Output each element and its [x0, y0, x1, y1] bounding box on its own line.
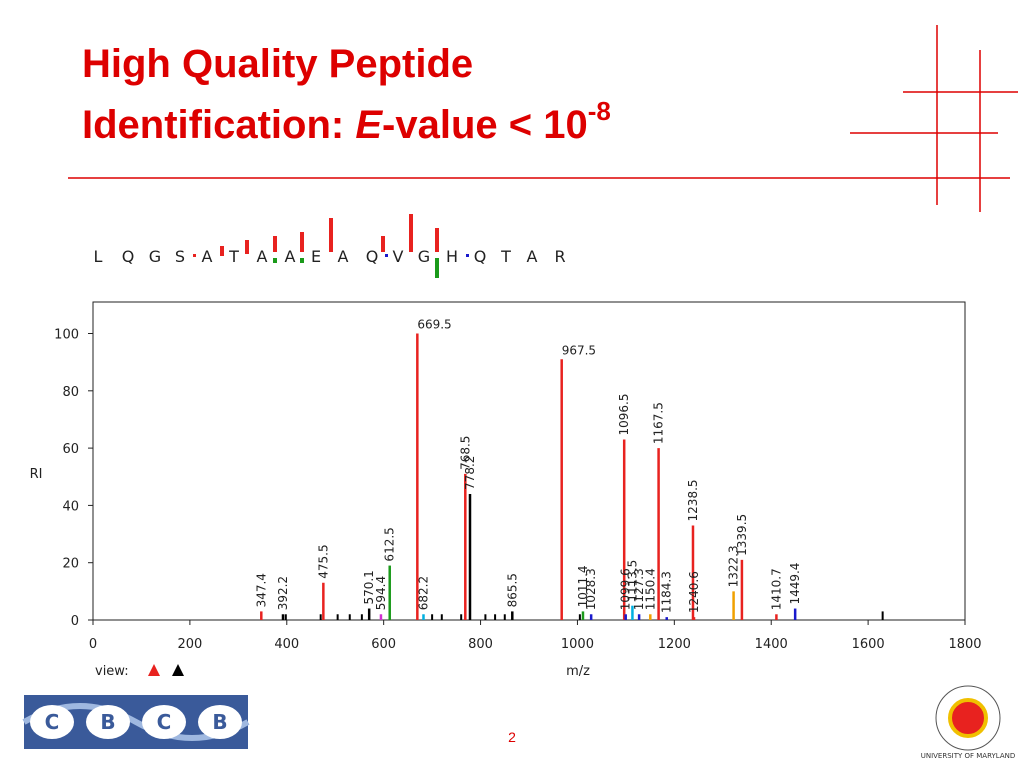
- slide-title-line1: High Quality Peptide: [82, 42, 474, 86]
- peak-label: 1127.3: [632, 568, 646, 610]
- y-tick-label: 60: [62, 442, 79, 457]
- residue: L: [94, 247, 103, 266]
- title-prefix: Identification:: [82, 103, 356, 147]
- residue: T: [500, 247, 511, 266]
- x-tick-label: 1400: [755, 637, 788, 652]
- residue: H: [446, 247, 458, 266]
- x-tick-label: 400: [274, 637, 299, 652]
- residue: A: [527, 247, 538, 266]
- peak-label: 1184.3: [660, 571, 674, 613]
- peak-label: 669.5: [417, 318, 451, 332]
- y-axis-label: RI: [30, 467, 43, 482]
- x-tick-label: 1600: [852, 637, 885, 652]
- view-black-toggle[interactable]: [172, 664, 184, 676]
- y-tick-label: 80: [62, 385, 79, 400]
- peak-label: 1449.4: [788, 563, 802, 605]
- view-red-toggle[interactable]: [148, 664, 160, 676]
- view-label: view:: [95, 664, 129, 679]
- peak-label: 1167.5: [652, 402, 666, 444]
- logo-oval: [198, 705, 242, 739]
- decoration: [68, 25, 1018, 212]
- x-tick-label: 600: [371, 637, 396, 652]
- peak-label: 1339.5: [735, 514, 749, 556]
- residue: S: [175, 247, 185, 266]
- residue: A: [338, 247, 349, 266]
- peak-label: 967.5: [562, 343, 596, 357]
- peak-label: 865.5: [505, 573, 519, 607]
- peak-label: 475.5: [316, 544, 330, 578]
- y-tick-label: 20: [62, 557, 79, 572]
- seal: [935, 685, 1001, 751]
- residue: A: [257, 247, 268, 266]
- residue: A: [285, 247, 296, 266]
- peak-label: 1028.3: [584, 568, 598, 610]
- logo-letter: B: [100, 710, 115, 734]
- page-number: 2: [508, 729, 516, 745]
- peak-label: 1113.5: [625, 560, 639, 602]
- peak-label: 1240.6: [687, 571, 701, 613]
- logo-oval: [142, 705, 186, 739]
- slide-title-line2: Identification: E-value < 10-8: [82, 98, 611, 145]
- residue: Q: [122, 247, 135, 266]
- plot-frame: [92, 301, 966, 621]
- peak-label: 1238.5: [686, 479, 700, 521]
- x-tick-label: 1800: [948, 637, 981, 652]
- title-italic: E: [355, 103, 383, 147]
- x-tick-label: 1000: [561, 637, 594, 652]
- peak-label: 1150.4: [643, 568, 657, 610]
- residue: V: [393, 247, 404, 266]
- residue: Q: [366, 247, 379, 266]
- residue: R: [554, 247, 565, 266]
- logo-oval: [86, 705, 130, 739]
- title-exponent: -8: [587, 96, 611, 126]
- x-tick-label: 1200: [658, 637, 691, 652]
- residue: Q: [474, 247, 487, 266]
- logo-letter: C: [45, 710, 60, 734]
- residue: E: [311, 247, 321, 266]
- y-tick-label: 40: [62, 499, 79, 514]
- peak-label: 594.4: [374, 576, 388, 610]
- peak-label: 612.5: [383, 527, 397, 561]
- peak-label: 778.2: [463, 456, 477, 490]
- logo-letter: C: [157, 710, 172, 734]
- peak-label: 682.2: [416, 576, 430, 610]
- x-tick-label: 800: [468, 637, 493, 652]
- logo-oval: [30, 705, 74, 739]
- peak-label: 1099.6: [619, 568, 633, 610]
- logo-letter: B: [212, 710, 227, 734]
- y-tick-label: 0: [71, 614, 79, 629]
- peak-label: 1322.3: [727, 545, 741, 587]
- peak-label: 1410.7: [769, 568, 783, 610]
- seal-text: UNIVERSITY OF MARYLAND: [921, 752, 1016, 760]
- peak-label: 347.4: [254, 573, 268, 607]
- residue: T: [228, 247, 239, 266]
- residue: A: [202, 247, 213, 266]
- peak-label: 570.1: [362, 570, 376, 604]
- title-suffix: -value < 10: [382, 103, 588, 147]
- peak-label: 1096.5: [617, 394, 631, 436]
- residue: G: [149, 247, 161, 266]
- peak-label: 1011.4: [576, 565, 590, 607]
- x-tick-label: 0: [89, 637, 97, 652]
- x-tick-label: 200: [177, 637, 202, 652]
- y-tick-label: 100: [54, 328, 79, 343]
- residue: G: [418, 247, 430, 266]
- peak-label: 768.5: [458, 436, 472, 470]
- fragment-marks: [193, 214, 469, 278]
- peak-label: 392.2: [276, 576, 290, 610]
- x-axis-label: m/z: [566, 664, 590, 679]
